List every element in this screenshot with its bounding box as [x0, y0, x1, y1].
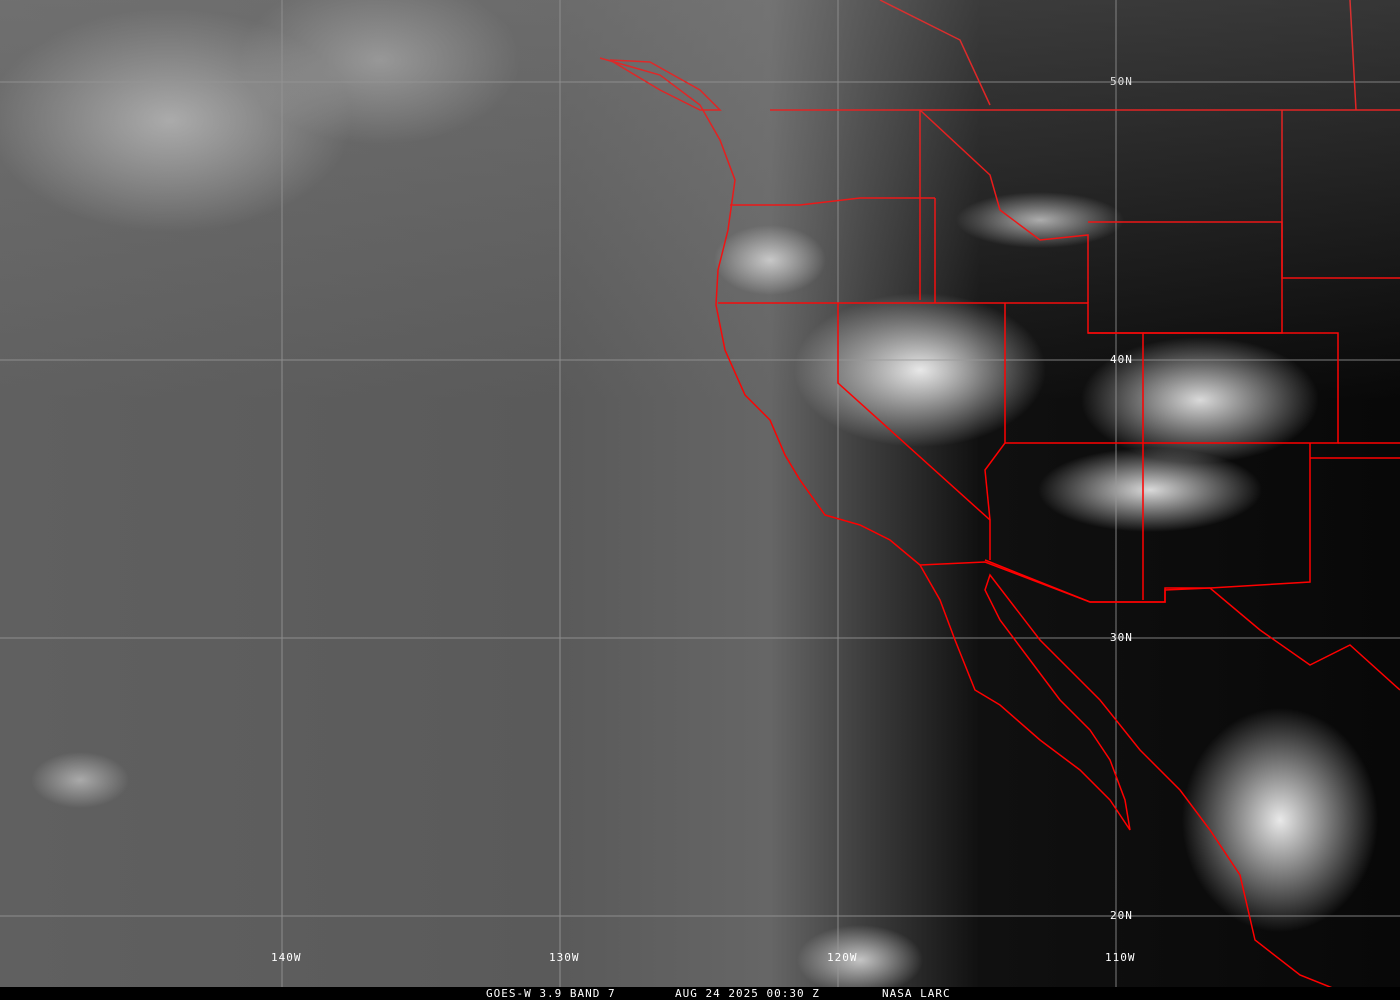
lon-label-110w: 110W [1105, 951, 1136, 964]
idaho-border [919, 109, 1089, 303]
coastline-north-america [599, 57, 1351, 996]
utah-border [1005, 302, 1144, 444]
credit-label: NASA LARC [882, 987, 951, 1000]
lon-label-140w: 140W [271, 951, 302, 964]
caption-bar: GOES-W 3.9 BAND 7 AUG 24 2025 00:30 Z NA… [0, 987, 1400, 1000]
colorado-border [1143, 332, 1339, 444]
nv-ut-border [984, 303, 1006, 521]
lat-label-50n: 50N [1110, 75, 1133, 88]
wyoming-border [1088, 221, 1283, 334]
wa-or-border [730, 197, 935, 206]
us-mexico-border [919, 561, 1400, 691]
lat-label-30n: 30N [1110, 631, 1133, 644]
lat-label-20n: 20N [1110, 909, 1133, 922]
canada-province-border [879, 0, 1357, 111]
lon-label-130w: 130W [549, 951, 580, 964]
ca-nv-border [837, 303, 991, 560]
datetime-label: AUG 24 2025 00:30 Z [675, 987, 820, 1000]
montana-border [1281, 110, 1400, 279]
az-nm-border [984, 443, 1311, 603]
lon-label-120w: 120W [827, 951, 858, 964]
product-label: GOES-W 3.9 BAND 7 [486, 987, 616, 1000]
political-borders [599, 0, 1400, 996]
kansas-border [1310, 442, 1400, 459]
lat-label-40n: 40N [1110, 353, 1133, 366]
vancouver-island [609, 59, 722, 111]
